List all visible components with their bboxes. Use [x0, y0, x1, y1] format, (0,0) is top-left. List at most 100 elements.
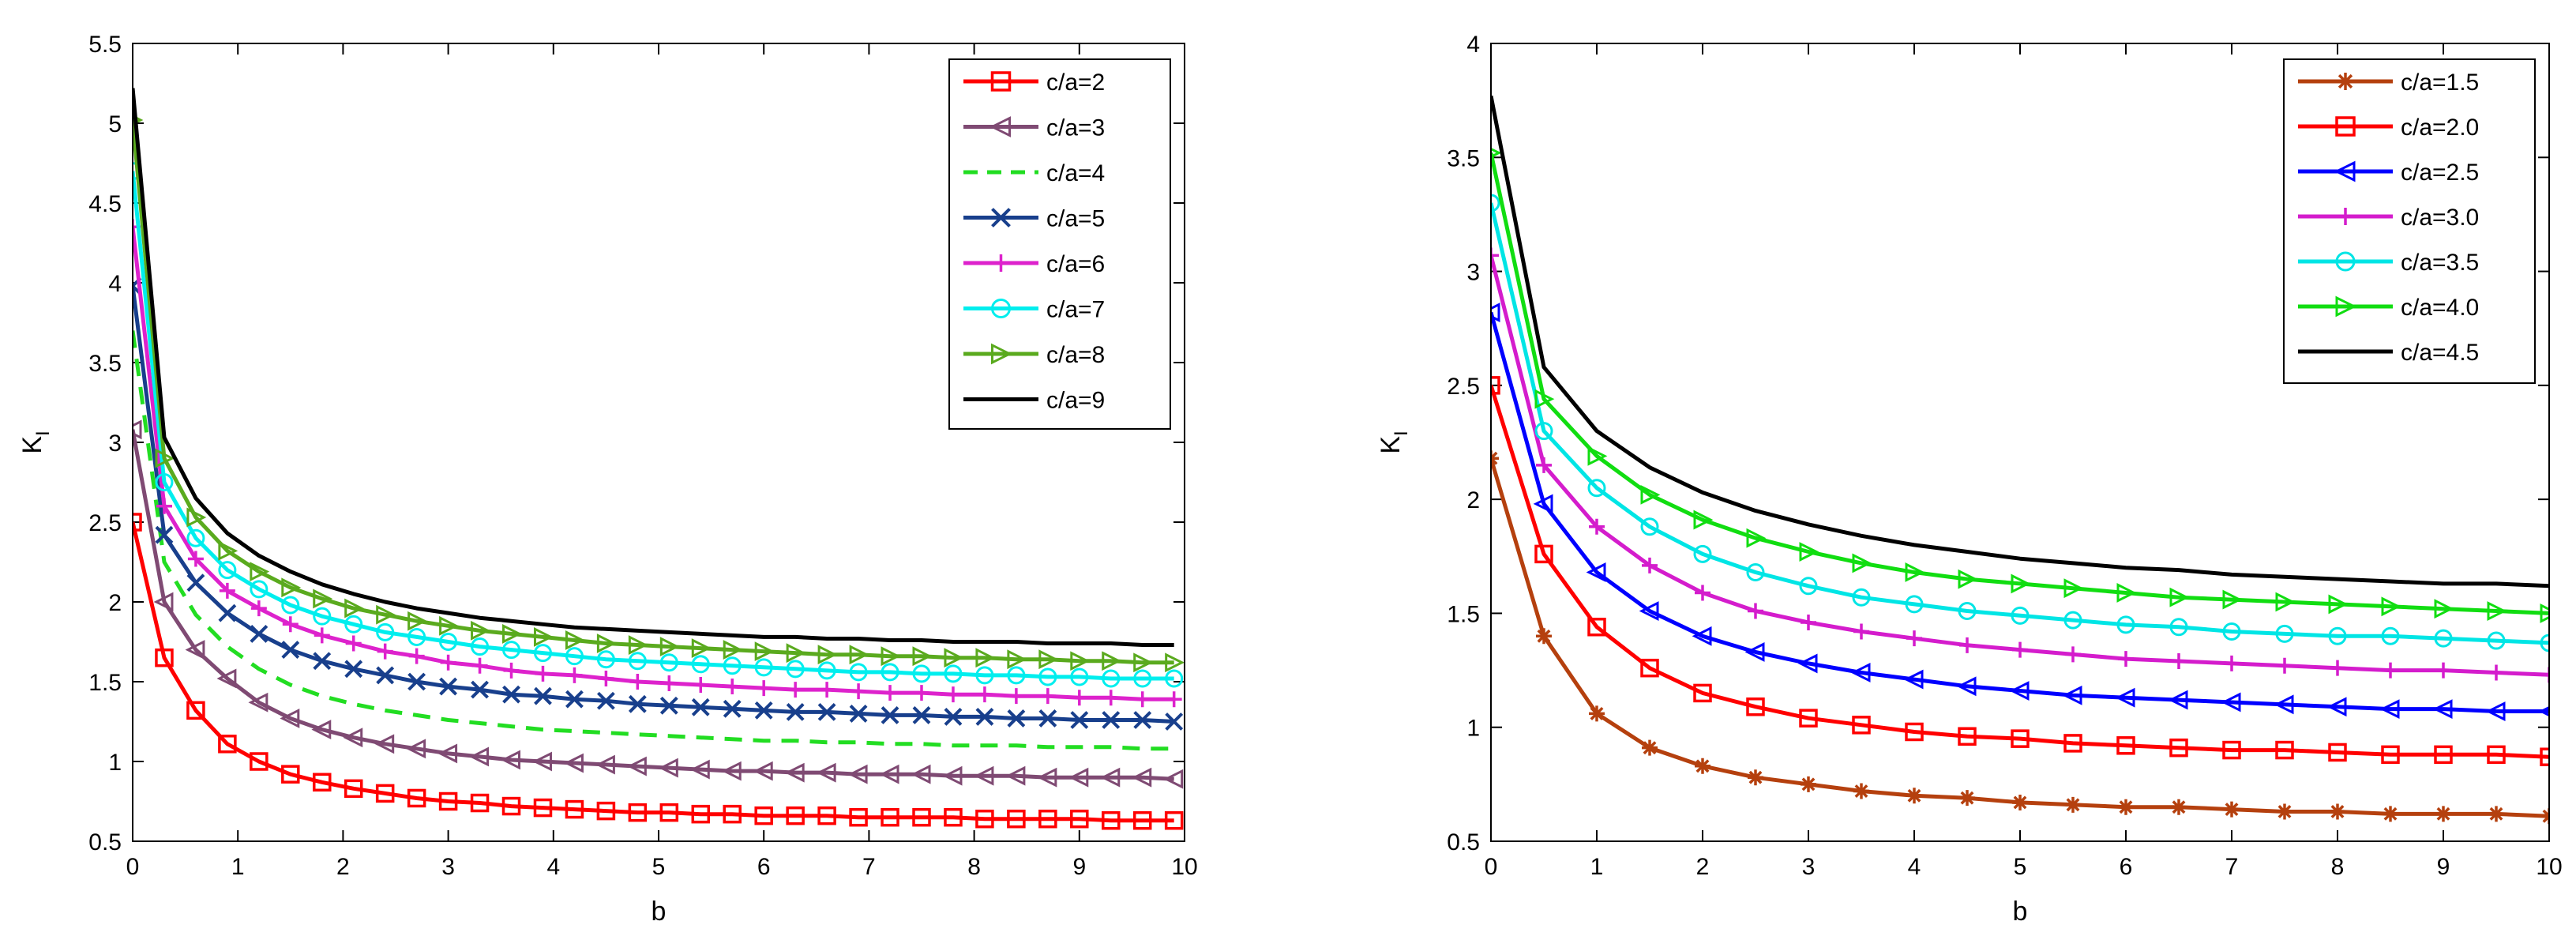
- x-tick-label: 10: [1171, 854, 1197, 880]
- data-point: [2115, 687, 2135, 708]
- x-tick-label: 6: [2120, 854, 2133, 880]
- plot-frame: [1490, 43, 2550, 842]
- y-tick-label: 0.5: [88, 829, 122, 855]
- y-axis-label-subscript: I: [1391, 431, 1412, 436]
- data-point: [754, 641, 775, 662]
- data-point: [659, 696, 678, 715]
- data-point: [1134, 691, 1151, 708]
- data-point: [628, 803, 648, 822]
- data-point: [724, 679, 741, 695]
- data-point: [503, 662, 520, 679]
- y-tick-label: 3: [1466, 260, 1480, 286]
- data-point: [1536, 457, 1552, 473]
- y-tick-label: 2.5: [1447, 374, 1480, 400]
- data-point: [2432, 699, 2453, 720]
- data-point: [565, 690, 584, 709]
- series-group: [133, 88, 1185, 830]
- data-point: [565, 799, 584, 819]
- data-point: [2435, 662, 2451, 679]
- data-point: [1693, 544, 1712, 563]
- data-point: [1007, 649, 1027, 670]
- data-point: [1797, 653, 1818, 674]
- x-tick-label: 1: [1590, 854, 1604, 880]
- data-point: [470, 793, 490, 813]
- data-point: [186, 701, 205, 720]
- series-group: [1491, 95, 2549, 825]
- data-point: [2330, 803, 2345, 820]
- data-point: [2275, 740, 2294, 760]
- data-point: [155, 448, 175, 468]
- data-point: [944, 807, 963, 827]
- data-point: [1165, 713, 1184, 731]
- data-point: [502, 623, 522, 644]
- legend: c/a=1.5 c/a=2.0 c/a=2.5 c/a=3.0 c/a=3.5 c/a=4…: [2283, 58, 2536, 384]
- data-point: [1070, 809, 1089, 829]
- data-point: [155, 525, 174, 544]
- data-point: [218, 561, 237, 580]
- data-point: [218, 540, 238, 561]
- y-tick-label: 1: [108, 750, 122, 776]
- x-ticks: 0 1 2 3 4 5 6 7 8 9 10: [1485, 43, 2563, 880]
- data-point: [914, 685, 929, 701]
- data-point: [471, 657, 488, 674]
- data-point: [216, 668, 237, 689]
- x-tick-label: 3: [1802, 854, 1816, 880]
- data-point: [2540, 747, 2549, 766]
- data-point: [501, 796, 521, 816]
- data-point: [912, 664, 931, 683]
- series-line: [133, 285, 1174, 724]
- data-point: [344, 660, 363, 679]
- data-point: [1587, 479, 1606, 498]
- data-point: [407, 788, 426, 808]
- data-point: [1799, 709, 1818, 728]
- x-axis-label: b: [2013, 897, 2028, 927]
- legend-label: c/a=1.5: [2401, 70, 2479, 96]
- data-point: [314, 627, 330, 644]
- data-point: [1692, 626, 1712, 646]
- data-point: [1163, 769, 1184, 789]
- data-point: [1534, 389, 1555, 409]
- data-point: [281, 596, 300, 615]
- data-point: [2011, 573, 2031, 594]
- data-point: [2326, 697, 2347, 717]
- data-point: [596, 634, 617, 653]
- data-point: [723, 656, 742, 675]
- data-point: [156, 498, 172, 514]
- series-line: [1491, 152, 2549, 615]
- y-tick-label: 0.5: [1447, 829, 1480, 855]
- data-point: [1905, 722, 1924, 742]
- data-point: [2434, 745, 2453, 765]
- x-tick-label: 10: [2536, 854, 2562, 880]
- data-point: [1850, 663, 1871, 682]
- data-point: [1102, 651, 1122, 671]
- data-point: [2116, 583, 2137, 603]
- data-point: [2118, 799, 2134, 815]
- data-point: [533, 644, 552, 663]
- data-point: [1906, 788, 1922, 804]
- data-point: [250, 624, 268, 643]
- data-point: [881, 706, 899, 724]
- data-point: [723, 804, 742, 824]
- data-point: [1959, 637, 1975, 653]
- data-point: [1166, 691, 1182, 708]
- data-point: [1534, 544, 1553, 564]
- data-point: [344, 615, 363, 634]
- data-point: [2328, 594, 2349, 615]
- legend-marker: [989, 116, 1011, 137]
- data-point: [1587, 446, 1608, 466]
- legend-marker: [2335, 116, 2356, 137]
- data-point: [1132, 767, 1152, 788]
- data-point: [1536, 628, 1552, 645]
- data-point: [1852, 716, 1871, 735]
- x-tick-label: 2: [336, 854, 350, 880]
- data-point: [1533, 494, 1553, 514]
- legend-label: c/a=2: [1046, 70, 1105, 96]
- x-tick-label: 2: [1696, 854, 1710, 880]
- data-point: [1133, 711, 1152, 729]
- data-point: [2009, 681, 2030, 701]
- x-tick-label: 7: [862, 854, 876, 880]
- data-point: [2222, 622, 2241, 641]
- data-point: [912, 646, 933, 667]
- data-point: [659, 637, 680, 656]
